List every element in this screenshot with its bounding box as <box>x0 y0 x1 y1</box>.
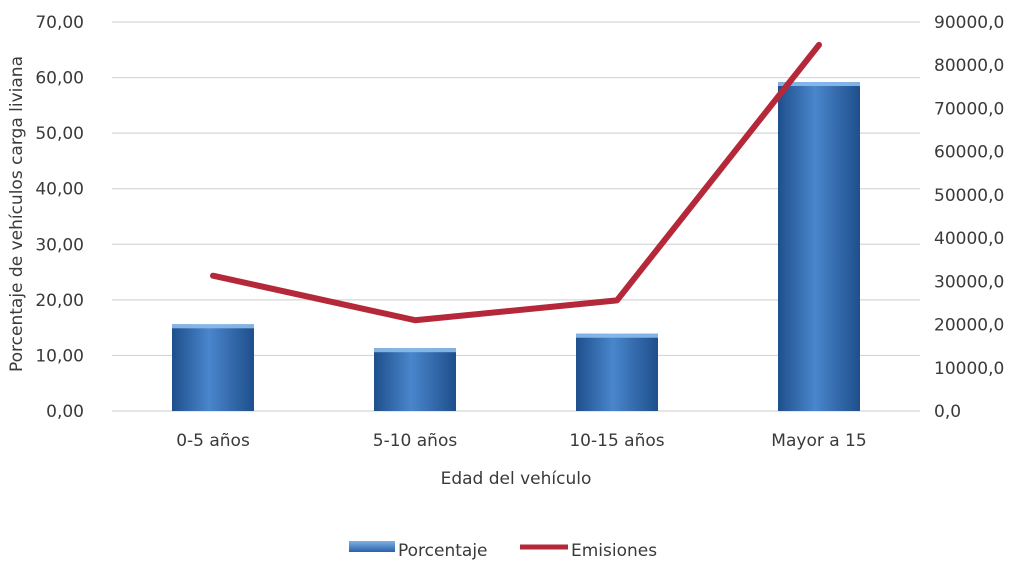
right-tick-label: 90000,0 <box>934 13 1004 33</box>
left-tick-label: 30,00 <box>35 235 84 255</box>
x-tick-label: 0-5 años <box>176 431 250 451</box>
x-tick-label: 5-10 años <box>373 431 458 451</box>
left-tick-label: 40,00 <box>35 180 84 200</box>
right-tick-label: 80000,0 <box>934 56 1004 76</box>
line-series <box>210 41 822 324</box>
bar-top <box>374 348 456 353</box>
left-tick-label: 50,00 <box>35 124 84 144</box>
bar <box>778 82 860 411</box>
legend-item-porcentaje: Porcentaje <box>349 541 488 561</box>
bar <box>576 333 658 411</box>
left-tick-label: 0,00 <box>46 402 84 422</box>
right-tick-label: 0,0 <box>934 402 961 422</box>
y-axis-title: Porcentaje de vehículos carga liviana <box>7 56 27 372</box>
legend-label-emisiones: Emisiones <box>571 541 657 561</box>
bar-top <box>576 333 658 338</box>
emisiones-line <box>210 41 822 324</box>
right-tick-label: 20000,0 <box>934 316 1004 336</box>
bar-body <box>172 324 254 411</box>
legend-swatch-bar <box>349 541 395 552</box>
bar <box>374 348 456 411</box>
right-tick-label: 50000,0 <box>934 186 1004 206</box>
x-axis-ticks: 0-5 años 5-10 años 10-15 años Mayor a 15 <box>176 431 867 451</box>
right-tick-label: 30000,0 <box>934 272 1004 292</box>
left-axis-ticks: 0,00 10,00 20,00 30,00 40,00 50,00 60,00 70,00 <box>35 13 84 422</box>
bar-series <box>172 82 860 411</box>
right-tick-label: 40000,0 <box>934 229 1004 249</box>
bar-body <box>374 348 456 411</box>
x-axis-title: Edad del vehículo <box>441 469 592 489</box>
legend: Porcentaje Emisiones <box>349 541 657 561</box>
legend-label-porcentaje: Porcentaje <box>398 541 488 561</box>
x-tick-label: 10-15 años <box>569 431 664 451</box>
left-tick-label: 60,00 <box>35 69 84 89</box>
bar-top <box>778 82 860 87</box>
right-tick-label: 70000,0 <box>934 99 1004 119</box>
legend-item-emisiones: Emisiones <box>520 541 657 561</box>
bar-body <box>778 82 860 411</box>
right-axis-ticks: 0,0 10000,0 20000,0 30000,0 40000,0 50000,0 60… <box>934 13 1004 422</box>
left-tick-label: 10,00 <box>35 346 84 366</box>
bar <box>172 324 254 411</box>
bar-body <box>576 333 658 411</box>
right-tick-label: 10000,0 <box>934 359 1004 379</box>
bar-top <box>172 324 254 329</box>
right-tick-label: 60000,0 <box>934 143 1004 163</box>
left-tick-label: 20,00 <box>35 291 84 311</box>
left-tick-label: 70,00 <box>35 13 84 33</box>
x-tick-label: Mayor a 15 <box>771 431 866 451</box>
